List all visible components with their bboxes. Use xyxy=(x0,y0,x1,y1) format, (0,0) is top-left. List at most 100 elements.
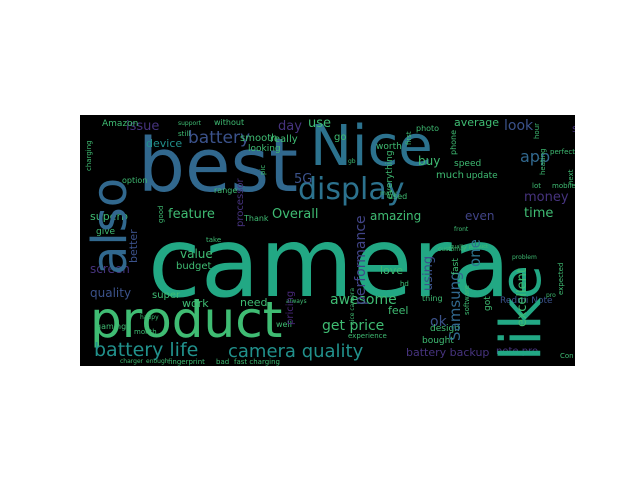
word-superb: superb xyxy=(90,210,128,223)
word-problem: problem xyxy=(512,254,537,261)
word-cloud: camera best Nice product display battery… xyxy=(80,115,575,366)
word-really: really xyxy=(270,134,298,145)
word-heating: heating xyxy=(539,148,547,175)
word-design: design xyxy=(430,324,460,334)
word-pro: pro xyxy=(546,292,556,299)
word-budget: budget xyxy=(176,261,212,272)
word-device: device xyxy=(146,137,183,150)
word-even: even xyxy=(465,209,495,223)
word-average: average xyxy=(454,116,500,129)
word-fast-charging: fast charging xyxy=(234,358,280,366)
word-value: value xyxy=(180,247,213,261)
word-take: take xyxy=(206,236,222,244)
word-software: software xyxy=(463,284,471,315)
word-hour: hour xyxy=(533,122,541,139)
word-battery: battery xyxy=(188,128,251,148)
word-product: product xyxy=(90,291,283,349)
word-note-pro: note pro xyxy=(496,346,539,357)
word-looking: looking xyxy=(248,144,281,154)
word-well: well xyxy=(276,320,292,329)
word-fingerprint: fingerprint xyxy=(168,358,205,366)
word-look: look xyxy=(504,118,534,134)
word-smooth: smooth xyxy=(240,133,278,144)
word-many: many xyxy=(380,190,397,197)
word-go: go xyxy=(334,132,347,143)
word-lot: lot xyxy=(532,182,541,190)
word-samsung: Samsung xyxy=(446,271,464,341)
word-excellent: excellent xyxy=(515,268,530,327)
word-processor: processor xyxy=(235,178,246,227)
word-amazon: Amazon xyxy=(102,119,139,129)
word-everything: everything xyxy=(385,150,395,199)
word-worth: worth xyxy=(376,142,402,152)
word-option: option xyxy=(122,176,148,185)
word-front: front xyxy=(454,226,469,233)
word-camera: camera xyxy=(148,207,511,319)
word-better: better xyxy=(127,229,140,263)
word-con: Con xyxy=(560,352,574,360)
word-gaming: gaming xyxy=(96,322,127,331)
word-customer: customer xyxy=(438,246,467,253)
word-money: money xyxy=(524,190,569,205)
word-still: still xyxy=(178,130,191,138)
word-enough: enough xyxy=(146,358,169,365)
word-overall: Overall xyxy=(272,207,319,222)
word-awesome: awesome xyxy=(330,292,397,308)
word-feel: feel xyxy=(388,304,409,317)
word-get-price: get price xyxy=(322,318,385,334)
word-hd: hd xyxy=(400,280,409,288)
word-give: give xyxy=(96,227,116,237)
word-need: need xyxy=(240,296,268,309)
word-time: time xyxy=(524,206,554,221)
word-thank: Thank xyxy=(244,214,269,223)
word-nice: Nice xyxy=(310,115,433,179)
word-nice-camera: nice camera xyxy=(349,287,356,325)
word-happy: happy xyxy=(140,314,159,321)
word-charger: charger xyxy=(120,358,144,365)
word-battery-backup: battery backup xyxy=(406,346,490,359)
word-always: always xyxy=(286,298,307,305)
word-day: day xyxy=(278,119,302,134)
word-super: super xyxy=(152,290,181,301)
word-expected: expected xyxy=(557,262,565,295)
word-next: next xyxy=(567,169,575,185)
word-charging: charging xyxy=(85,140,93,171)
word-redmi-note: Redmi Note xyxy=(500,296,553,306)
word-sound: sound xyxy=(572,122,575,135)
word-amazing: amazing xyxy=(370,209,422,223)
word-5g: 5G xyxy=(294,172,313,187)
word-buy: buy xyxy=(418,154,441,168)
word-app: app xyxy=(520,147,551,166)
word-display: display xyxy=(298,172,405,207)
word-used: used xyxy=(388,192,408,201)
word-pricing: pricing xyxy=(285,290,296,325)
word-thing: thing xyxy=(422,294,443,303)
word-love: love xyxy=(380,264,404,277)
word-without: without xyxy=(214,118,245,127)
word-perfect: perfect xyxy=(550,148,575,156)
word-first: first xyxy=(405,131,413,145)
word-much: much xyxy=(436,170,464,181)
word-work: work xyxy=(182,297,209,310)
word-range: range xyxy=(214,186,238,195)
word-ok: ok xyxy=(430,314,447,330)
word-bought: bought xyxy=(422,336,454,346)
word-use: use xyxy=(308,116,332,131)
word-camera-quality: camera quality xyxy=(228,341,364,362)
word-month: month xyxy=(134,328,157,336)
word-battery-life: battery life xyxy=(94,339,199,361)
word-mobile: mobile xyxy=(552,182,575,190)
word-got: got xyxy=(483,296,493,311)
word-good: good xyxy=(157,205,165,223)
word-one: one xyxy=(466,239,484,267)
word-pic: pic xyxy=(259,164,267,175)
word-issue: issue xyxy=(126,119,160,134)
word-phone: phone xyxy=(449,129,458,155)
word-feature: feature xyxy=(168,207,215,222)
word-screen: screen xyxy=(90,262,130,276)
word-support: support xyxy=(178,120,202,127)
word-update: update xyxy=(466,171,498,181)
word-gb: gb xyxy=(348,158,356,165)
word-using: using xyxy=(421,255,436,291)
word-quality: quality xyxy=(90,286,132,300)
